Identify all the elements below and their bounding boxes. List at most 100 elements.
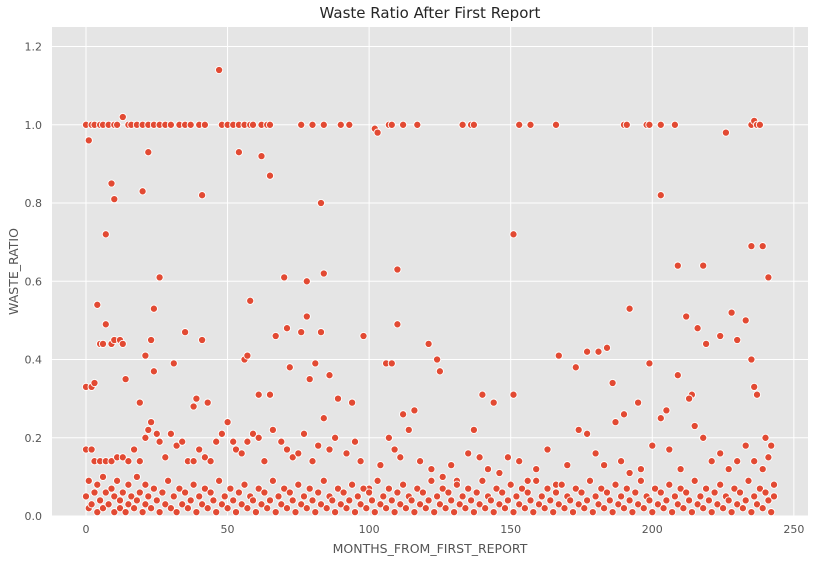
data-point	[93, 300, 102, 309]
data-point	[452, 480, 461, 489]
data-point	[183, 504, 192, 513]
data-point	[246, 296, 255, 305]
data-point	[189, 480, 198, 489]
data-point	[198, 191, 207, 200]
data-point	[217, 429, 226, 438]
data-point	[571, 484, 580, 493]
data-point	[529, 508, 538, 517]
data-point	[175, 484, 184, 493]
data-point	[101, 488, 110, 497]
data-point	[721, 128, 730, 137]
data-point	[421, 504, 430, 513]
data-point	[495, 500, 504, 509]
data-point	[212, 437, 221, 446]
data-point	[645, 359, 654, 368]
data-point	[534, 500, 544, 509]
data-point	[396, 500, 405, 509]
data-point	[149, 484, 158, 493]
data-point	[430, 508, 439, 517]
data-point	[206, 488, 215, 497]
data-point	[254, 390, 263, 399]
data-point	[121, 375, 130, 384]
data-point	[328, 496, 337, 505]
data-point	[297, 500, 306, 509]
data-point	[574, 425, 583, 434]
data-point	[155, 437, 164, 446]
data-point	[690, 421, 699, 431]
data-point	[138, 187, 147, 196]
data-point	[716, 449, 725, 458]
data-point	[682, 312, 691, 321]
data-point	[178, 500, 187, 509]
data-point	[231, 445, 241, 454]
data-point	[93, 480, 102, 489]
data-point	[115, 504, 125, 513]
data-point	[350, 508, 360, 517]
data-point	[285, 488, 294, 497]
data-point	[387, 120, 396, 129]
data-point	[404, 425, 413, 434]
data-point	[282, 324, 292, 333]
data-point	[336, 500, 345, 509]
data-point	[200, 484, 209, 493]
data-point	[231, 508, 241, 517]
data-point	[336, 120, 345, 129]
data-point	[673, 500, 682, 509]
data-point	[169, 492, 178, 501]
data-point	[617, 457, 626, 466]
data-point	[356, 457, 365, 466]
data-point	[98, 472, 108, 481]
data-point	[135, 457, 144, 466]
data-point	[118, 339, 127, 348]
data-point	[730, 484, 739, 493]
data-point	[348, 398, 357, 407]
chart-title: Waste Ratio After First Report	[320, 4, 541, 22]
data-point	[387, 359, 396, 368]
data-point	[755, 484, 764, 493]
data-point	[189, 402, 198, 411]
data-point	[348, 480, 357, 489]
data-points	[81, 65, 779, 517]
data-point	[727, 308, 736, 317]
data-point	[144, 492, 153, 501]
data-point	[469, 120, 478, 129]
data-point	[350, 437, 360, 446]
data-point	[113, 476, 122, 485]
data-point	[101, 320, 110, 329]
data-point	[299, 429, 309, 438]
data-point	[427, 476, 436, 485]
data-point	[733, 457, 742, 466]
data-point	[478, 476, 487, 485]
data-point	[571, 363, 580, 372]
data-point	[396, 453, 405, 462]
data-point	[619, 504, 629, 513]
data-point	[365, 488, 374, 497]
data-point	[543, 484, 552, 493]
data-point	[540, 504, 549, 513]
data-point	[656, 414, 665, 423]
data-point	[186, 120, 195, 129]
data-point	[696, 492, 705, 501]
data-point	[314, 441, 323, 450]
data-point	[407, 496, 416, 505]
data-point	[299, 492, 309, 501]
data-point	[198, 500, 207, 509]
data-point	[288, 453, 297, 462]
data-point	[719, 504, 728, 513]
data-point	[716, 480, 725, 489]
data-point	[342, 449, 351, 458]
data-point	[554, 500, 563, 509]
data-point	[455, 500, 464, 509]
data-point	[393, 265, 402, 274]
data-point	[130, 445, 139, 454]
data-point	[750, 382, 759, 391]
data-point	[645, 120, 654, 129]
data-point	[356, 500, 365, 509]
data-point	[265, 390, 275, 399]
data-point	[438, 484, 447, 493]
data-point	[503, 453, 512, 462]
data-point	[257, 152, 266, 161]
data-point	[118, 112, 127, 122]
data-point	[212, 508, 221, 517]
data-point	[750, 492, 759, 501]
